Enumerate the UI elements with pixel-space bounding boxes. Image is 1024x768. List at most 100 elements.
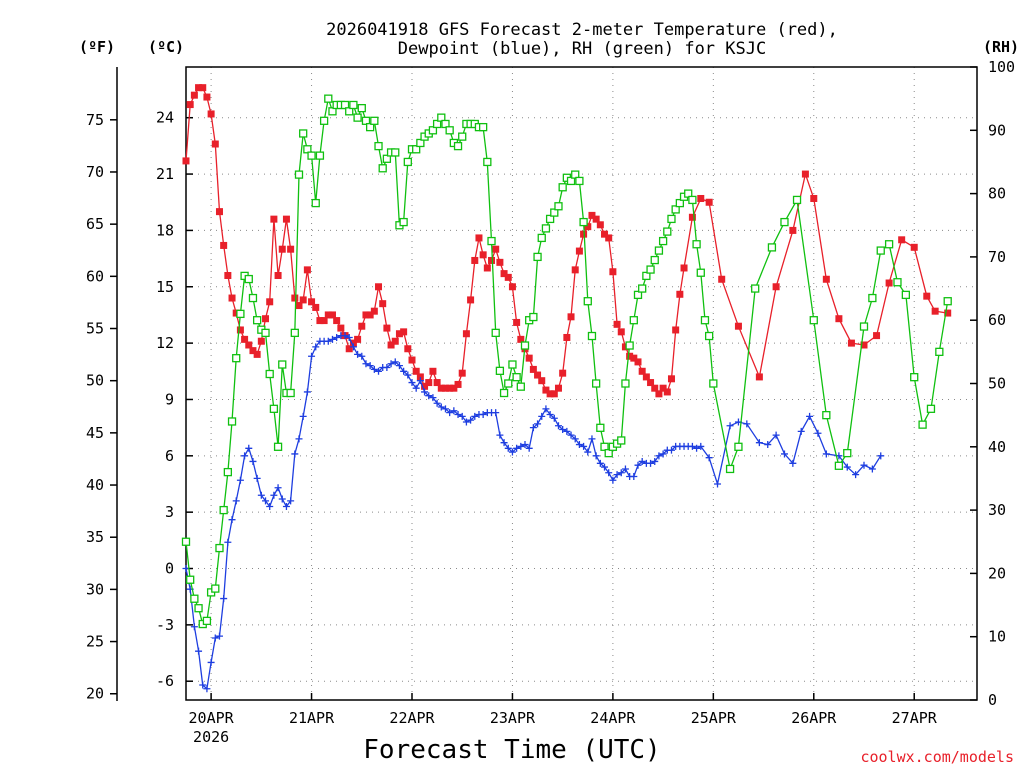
dewpoint-point: [546, 410, 554, 418]
dewpoint-point: [395, 362, 403, 370]
temperature-point: [680, 264, 688, 272]
dewpoint-point: [705, 454, 713, 462]
rh-point: [671, 205, 680, 214]
temperature-point: [617, 328, 625, 336]
dewpoint-point: [693, 444, 701, 452]
dewpoint-point: [563, 427, 571, 435]
temperature-point: [847, 339, 855, 347]
rh-point: [566, 176, 576, 186]
temperature-point: [387, 341, 395, 349]
temperature-point: [609, 268, 617, 276]
rh-point: [365, 122, 375, 132]
x-tick-label: 27APR: [892, 709, 938, 727]
fahrenheit-tick-label: 35: [86, 528, 104, 546]
dewpoint-point: [404, 371, 412, 379]
rh-tick-label: 20: [988, 564, 1006, 582]
dewpoint-point: [262, 497, 270, 505]
celsius-tick-label: 9: [165, 390, 174, 408]
rh-point: [642, 271, 651, 281]
temperature-point: [278, 245, 286, 253]
dewpoint-point: [605, 469, 613, 477]
dewpoint-point: [651, 457, 659, 465]
celsius-tick-label: 6: [165, 447, 174, 465]
rh-point: [591, 379, 601, 388]
rh-point: [265, 369, 274, 379]
dewpoint-point: [391, 358, 399, 366]
dewpoint-point: [328, 335, 336, 343]
temperature-point: [538, 377, 546, 385]
temperature-point: [366, 311, 374, 319]
rh-point: [625, 341, 634, 350]
dewpoint-point: [199, 681, 207, 689]
rh-point: [319, 116, 329, 125]
rh-point: [311, 198, 320, 208]
temperature-point: [559, 369, 567, 377]
dewpoint-point: [789, 459, 797, 467]
rh-point: [340, 100, 350, 110]
temperature-point: [621, 343, 629, 351]
temperature-point: [328, 311, 336, 319]
rh-point: [412, 145, 421, 154]
rh-point: [223, 467, 233, 477]
rh-point: [328, 107, 337, 116]
dewpoint-point: [446, 409, 454, 417]
dewpoint-point: [241, 452, 249, 460]
temperature-point: [651, 384, 659, 392]
dewpoint-point: [291, 450, 299, 458]
x-tick-label: 21APR: [289, 709, 335, 727]
rh-point: [491, 328, 500, 338]
rh-point: [550, 208, 559, 217]
temperature-point: [375, 283, 383, 291]
rh-point: [843, 448, 852, 458]
rh-point: [579, 217, 588, 227]
temperature-point: [421, 382, 429, 390]
dewpoint-point: [659, 450, 667, 458]
dewpoint-point: [588, 435, 596, 443]
temperature-point: [596, 221, 604, 229]
temperature-point: [688, 213, 696, 221]
dewpoint-point: [387, 360, 395, 368]
rh-point: [918, 420, 927, 429]
rh-point: [378, 164, 387, 173]
rh-point: [324, 94, 333, 103]
rh-tick-label: 50: [988, 375, 1006, 393]
dewpoint-point: [207, 658, 215, 666]
rh-point: [587, 331, 597, 341]
temperature-point: [232, 309, 240, 317]
dewpoint-point: [868, 465, 876, 473]
temperature-point: [513, 318, 521, 326]
dewpoint-point: [567, 431, 575, 439]
rh-point: [190, 594, 199, 603]
dewpoint-point: [525, 444, 533, 452]
dewpoint-point: [245, 444, 253, 452]
rh-point: [353, 113, 362, 122]
temperature-point: [299, 296, 307, 304]
rh-point: [315, 151, 325, 160]
temperature-point: [601, 230, 609, 238]
rh-point: [596, 423, 605, 432]
temperature-point: [910, 243, 918, 251]
dewpoint-point: [843, 463, 851, 471]
rh-point: [391, 148, 400, 157]
temperature-point: [563, 333, 571, 341]
dewpoint-point: [383, 364, 391, 372]
dewpoint-point: [630, 472, 638, 480]
dewpoint-point: [228, 516, 236, 524]
axes: [116, 66, 978, 701]
temperature-point: [429, 367, 437, 375]
axis-ticks: -6 -3 0 3 6 9 12 15 18 21 24 20 25 30 35 40 45 50 55 60 65 70…: [86, 58, 1015, 746]
rh-tick-label: 80: [988, 185, 1006, 203]
temperature-point: [207, 110, 215, 118]
dewpoint-point: [249, 457, 257, 465]
dewpoint-point: [726, 422, 734, 430]
fahrenheit-tick-label: 75: [86, 111, 104, 129]
dewpoint-point: [584, 448, 592, 456]
rh-point: [780, 217, 789, 227]
x-tick-label: 20APR: [189, 709, 235, 727]
celsius-tick-label: -3: [156, 616, 174, 634]
dewpoint-point: [513, 444, 521, 452]
temperature-point: [672, 326, 680, 334]
rh-tick-label: 100: [988, 58, 1015, 76]
dewpoint-point: [638, 457, 646, 465]
rh-point: [478, 122, 488, 132]
